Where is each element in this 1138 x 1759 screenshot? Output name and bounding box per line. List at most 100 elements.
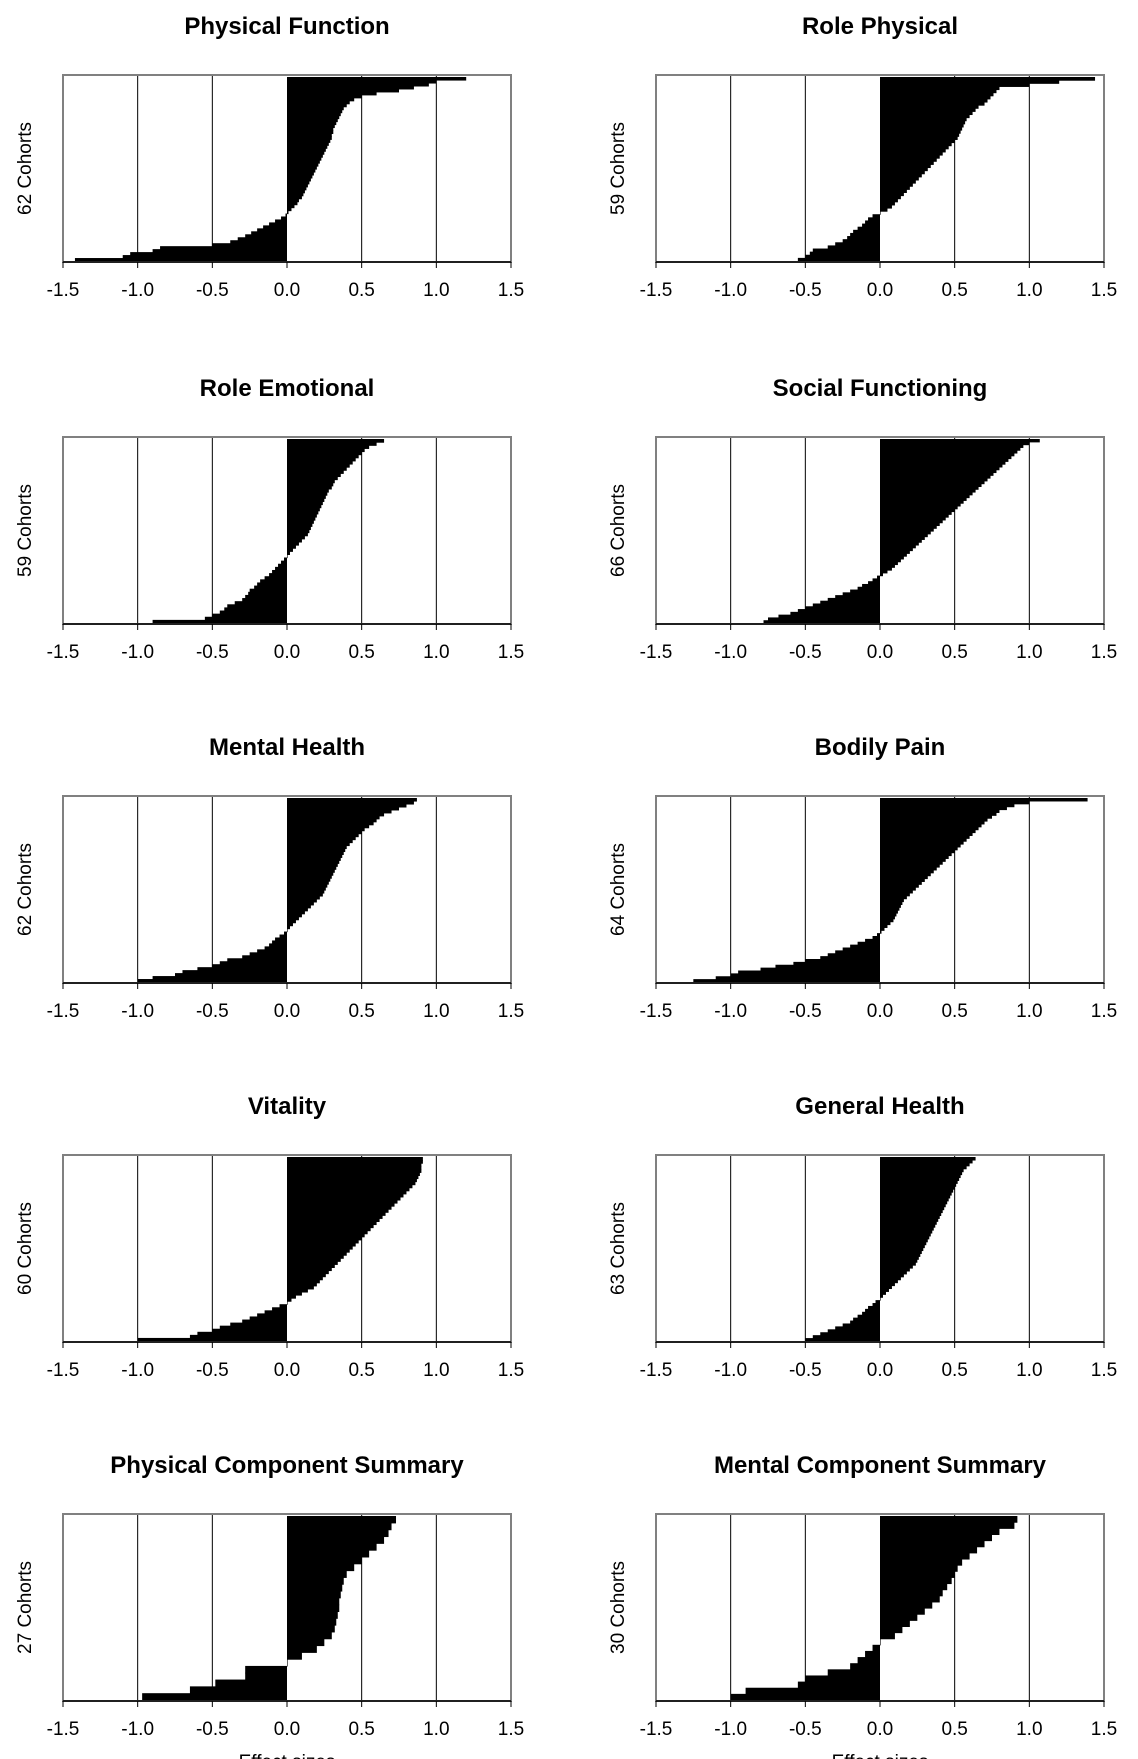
- bar: [264, 1310, 287, 1314]
- bar: [880, 1273, 904, 1278]
- bar: [853, 1317, 880, 1322]
- x-tick-label: 0.0: [274, 280, 300, 301]
- bar: [880, 818, 988, 822]
- bar: [287, 854, 343, 858]
- bar: [745, 1687, 880, 1695]
- bar: [287, 800, 414, 805]
- bar: [880, 1552, 970, 1560]
- bar: [287, 457, 356, 462]
- bar: [847, 236, 880, 240]
- x-tick-label: 0.0: [867, 1719, 893, 1740]
- bar: [287, 192, 304, 197]
- bar: [287, 82, 429, 87]
- bar: [880, 480, 985, 485]
- panel-4: Mental Health 62 Cohorts -1.5 -1.0 -0.5 0.0 0.…: [15, 734, 524, 1022]
- bar: [287, 1193, 404, 1198]
- bar: [880, 1209, 943, 1214]
- bar: [880, 846, 958, 851]
- bar: [287, 1242, 356, 1247]
- bar: [880, 1632, 895, 1640]
- bar: [197, 1331, 287, 1336]
- bar: [880, 120, 966, 125]
- bar: [880, 564, 895, 568]
- x-tick-label: -1.0: [714, 1719, 747, 1740]
- bar: [197, 967, 287, 971]
- bar: [272, 569, 287, 574]
- bar: [287, 1638, 325, 1647]
- x-axis-label: Effect sizes: [832, 1752, 929, 1759]
- bar: [880, 812, 997, 816]
- bar: [880, 852, 952, 857]
- x-tick-label: -1.5: [640, 1360, 673, 1381]
- bar: [880, 469, 997, 474]
- panel-title: Mental Health: [209, 734, 365, 761]
- bar: [287, 922, 293, 927]
- bar: [287, 460, 353, 465]
- bar: [827, 1669, 880, 1677]
- bar: [287, 1659, 288, 1667]
- bar: [880, 173, 922, 178]
- bar: [287, 112, 341, 117]
- bar: [880, 1265, 913, 1269]
- bar: [880, 849, 955, 854]
- bar: [880, 547, 913, 552]
- bar: [287, 106, 344, 111]
- bar: [880, 800, 1030, 805]
- bar: [284, 557, 287, 562]
- bar: [287, 180, 310, 185]
- bar: [880, 1250, 922, 1254]
- bar: [857, 586, 880, 591]
- bar: [805, 959, 880, 963]
- bar: [880, 1221, 937, 1225]
- bar: [880, 505, 958, 510]
- bar: [880, 890, 913, 894]
- bar: [857, 941, 880, 946]
- bar: [862, 1311, 880, 1316]
- bar: [880, 511, 952, 515]
- bar: [234, 601, 287, 605]
- bar: [287, 1550, 370, 1558]
- bar: [287, 151, 325, 155]
- bar: [880, 179, 916, 184]
- panel-title: Role Physical: [802, 13, 958, 40]
- bar: [287, 479, 335, 484]
- bar: [287, 79, 437, 84]
- y-axis-label: 63 Cohorts: [608, 1202, 629, 1295]
- bar: [287, 1258, 341, 1262]
- bar: [880, 1203, 946, 1208]
- bar: [880, 86, 1000, 91]
- bar: [880, 533, 928, 538]
- bar: [287, 109, 343, 114]
- x-tick-label: 0.0: [867, 280, 893, 301]
- bar: [287, 145, 328, 149]
- x-tick-label: 1.0: [423, 642, 449, 663]
- bar: [287, 163, 319, 167]
- bar: [287, 1166, 422, 1170]
- bar: [287, 492, 328, 496]
- bar: [275, 566, 287, 571]
- bar: [287, 467, 347, 471]
- bar: [287, 1175, 419, 1180]
- bar: [880, 207, 888, 212]
- bar: [880, 1247, 924, 1252]
- bar: [242, 598, 287, 602]
- y-axis-label: 59 Cohorts: [15, 484, 36, 577]
- bar: [287, 798, 417, 802]
- panel-title: Role Emotional: [200, 375, 375, 402]
- bar: [880, 1626, 903, 1634]
- bar: [287, 454, 359, 459]
- bar: [880, 531, 931, 535]
- bar: [812, 603, 880, 607]
- bar: [287, 803, 407, 808]
- bar: [880, 855, 949, 859]
- bar: [880, 924, 888, 928]
- x-tick-label: -0.5: [196, 280, 229, 301]
- bar: [287, 97, 355, 102]
- bar: [287, 833, 359, 838]
- bar: [865, 1308, 880, 1313]
- bar: [880, 486, 979, 490]
- bar: [857, 1314, 880, 1319]
- bar: [287, 1590, 341, 1599]
- bar: [862, 583, 880, 588]
- x-tick-label: 0.0: [274, 642, 300, 663]
